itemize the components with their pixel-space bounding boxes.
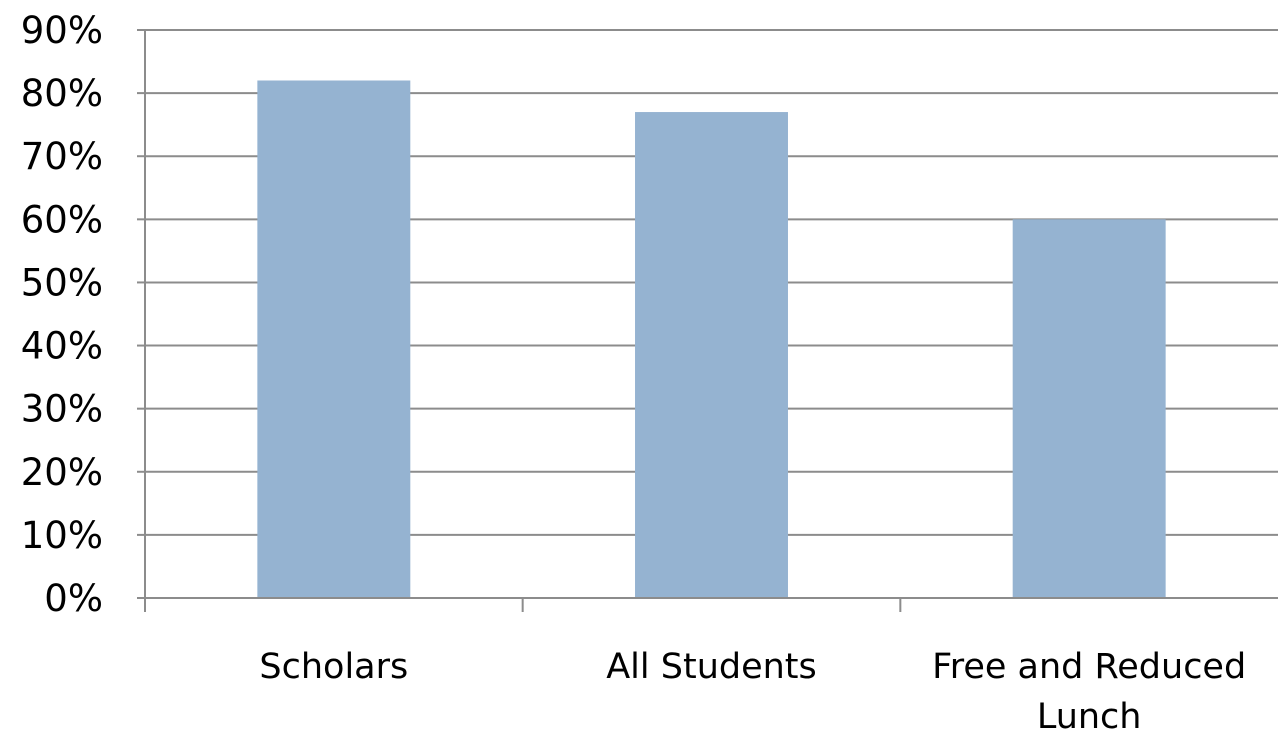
y-tick-label: 40% <box>21 325 103 368</box>
y-tick-label: 60% <box>21 198 103 241</box>
x-category-label: Scholars <box>259 647 408 687</box>
bar-all-students <box>635 112 788 599</box>
y-tick-label: 90% <box>21 9 103 52</box>
bar-scholars <box>257 80 411 598</box>
bar-free-and-reduced-lunch <box>1012 219 1166 599</box>
y-tick-label: 0% <box>44 577 103 620</box>
y-tick-label: 70% <box>21 135 103 178</box>
x-category-label: Free and Reduced <box>932 647 1246 687</box>
x-category-label: All Students <box>606 647 817 687</box>
y-tick-label: 10% <box>21 514 103 557</box>
bars <box>257 80 1166 599</box>
axes <box>137 29 1278 612</box>
y-tick-label: 50% <box>21 261 103 304</box>
y-tick-label: 80% <box>21 72 103 115</box>
y-tick-label: 20% <box>21 451 103 494</box>
y-tick-label: 30% <box>21 388 103 431</box>
x-category-label: Lunch <box>1037 697 1142 736</box>
labels: 0% 10% 20% 30% 40% 50% 60% 70% 80% 90% Scholars All… <box>21 9 1246 737</box>
